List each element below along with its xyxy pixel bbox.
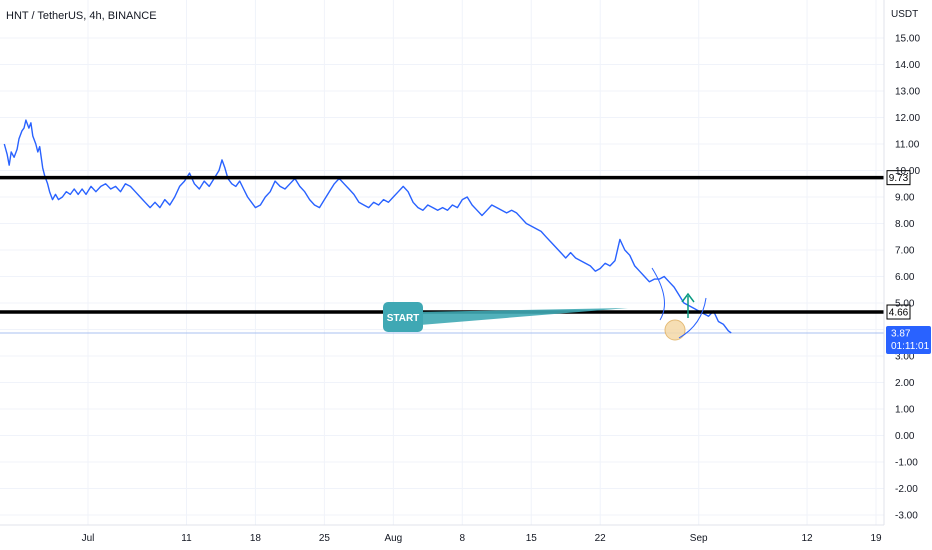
y-tick-label: 12.00 (895, 113, 920, 124)
bounce-curves (651, 267, 707, 341)
y-tick-label: 11.00 (895, 140, 920, 151)
level-badge-label: 9.73 (889, 173, 909, 184)
y-tick-label: 10.00 (895, 166, 920, 177)
price-series (3, 119, 732, 334)
start-callout-pointer (418, 308, 628, 325)
x-tick-label: Sep (690, 533, 708, 544)
series-line-0 (3, 119, 732, 334)
y-tick-label: 2.00 (895, 378, 915, 389)
y-tick-label: 3.00 (895, 352, 915, 363)
y-axis: 15.00 14.00 13.00 12.00 11.00 10.00 9.00 8.00 7.… (883, 0, 931, 525)
start-callout-label: START (387, 313, 420, 324)
x-tick-label: 18 (250, 533, 262, 544)
y-tick-label: 9.00 (895, 193, 915, 204)
y-tick-label: -2.00 (895, 484, 918, 495)
y-tick-label: 1.00 (895, 405, 915, 416)
grid-lines (0, 0, 884, 525)
y-tick-label: 6.00 (895, 272, 915, 283)
level-badge (886, 304, 911, 320)
start-annotation[interactable]: START (383, 302, 628, 332)
x-tick-label: 19 (870, 533, 882, 544)
x-tick-label: 8 (460, 533, 466, 544)
y-tick-label: 5.00 (895, 299, 915, 310)
y-tick-label: 8.00 (895, 219, 915, 230)
x-tick-label: 22 (595, 533, 607, 544)
current-price-label: 3.87 (891, 328, 911, 339)
y-tick-label: 14.00 (895, 60, 920, 71)
x-tick-label: 11 (181, 533, 192, 544)
x-tick-label: 12 (801, 533, 813, 544)
start-callout-box[interactable] (383, 302, 423, 332)
y-tick-label: -3.00 (895, 511, 918, 522)
up-arrow-head (681, 292, 695, 303)
y-tick-label: -1.00 (895, 458, 918, 469)
highlight-circle (664, 319, 686, 341)
x-axis: Jul 11 18 25 Aug 8 15 22 Sep 12 19 (0, 524, 884, 544)
level-badge-label: 4.66 (889, 308, 909, 319)
curve-right (678, 297, 707, 339)
x-tick-label: 15 (526, 533, 538, 544)
level-badge (886, 170, 911, 186)
current-price-badge (886, 325, 931, 354)
x-tick-label: 25 (319, 533, 331, 544)
y-tick-label: 13.00 (895, 87, 920, 98)
chart-title: HNT / TetherUS, 4h, BINANCE (6, 10, 157, 22)
y-tick-label: 0.00 (895, 431, 915, 442)
y-tick-label: 7.00 (895, 246, 915, 257)
y-tick-label: 15.00 (895, 34, 920, 45)
countdown-label: 01:11:01 (891, 341, 930, 352)
currency-label: USDT (891, 9, 918, 20)
x-tick-label: Jul (82, 533, 95, 544)
x-tick-label: Aug (384, 533, 402, 544)
curve-left (651, 267, 665, 321)
